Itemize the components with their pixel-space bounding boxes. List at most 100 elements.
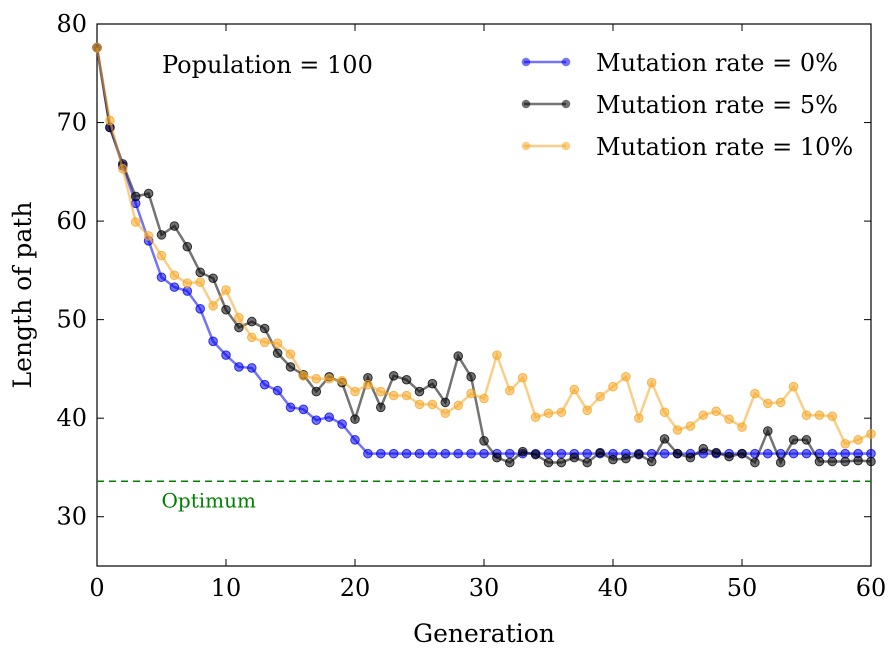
data-point (840, 456, 851, 467)
legend-item: Mutation rate = 0% (521, 49, 838, 77)
data-point (853, 435, 863, 445)
data-point (737, 422, 747, 432)
data-point (556, 457, 567, 468)
data-point (272, 348, 283, 358)
y-tick-label: 60 (56, 207, 87, 235)
data-point (234, 362, 244, 372)
data-point (827, 448, 838, 459)
data-point (311, 373, 322, 384)
data-point (543, 457, 554, 468)
data-point (569, 452, 580, 463)
data-point (350, 386, 360, 397)
y-tick-label: 30 (56, 503, 87, 531)
data-point (466, 371, 476, 382)
data-point (634, 413, 644, 423)
data-point (414, 448, 425, 459)
x-tick-label: 10 (211, 574, 242, 602)
data-point (427, 448, 438, 459)
data-point (685, 452, 696, 463)
data-point (130, 191, 141, 202)
data-point (685, 421, 696, 431)
data-point (827, 411, 838, 422)
data-point (324, 412, 335, 422)
data-point (350, 435, 360, 445)
data-point (195, 303, 205, 314)
data-point (763, 448, 773, 459)
data-point (285, 362, 296, 372)
x-tick-label: 50 (727, 574, 758, 602)
data-point (698, 410, 709, 421)
data-point (750, 457, 760, 468)
data-point (866, 456, 876, 467)
data-point (247, 332, 257, 343)
data-point (750, 388, 760, 399)
data-point (440, 397, 451, 408)
data-point (285, 402, 296, 413)
series-2 (92, 42, 876, 449)
data-point (466, 448, 476, 459)
data-point (182, 241, 193, 252)
data-point (595, 391, 605, 402)
data-point (401, 448, 412, 459)
data-point (646, 456, 657, 467)
data-point (247, 363, 257, 373)
data-point (169, 270, 180, 281)
data-point (479, 393, 489, 404)
data-point (775, 397, 786, 408)
data-point (866, 448, 876, 459)
data-point (337, 419, 347, 429)
data-point (324, 373, 335, 384)
data-point (401, 390, 412, 401)
data-point (724, 414, 734, 424)
data-point (659, 407, 670, 418)
data-point (505, 448, 515, 459)
data-point (608, 381, 618, 392)
data-point (388, 448, 399, 459)
x-tick-label: 20 (340, 574, 371, 602)
data-point (646, 377, 657, 388)
data-point (621, 453, 631, 464)
x-tick-label: 40 (598, 574, 629, 602)
data-point (453, 400, 464, 411)
population-annotation: Population = 100 (162, 51, 373, 79)
data-point (492, 452, 502, 463)
axis-ticks: 0 10 20 30 40 50 60 30 40 50 60 70 80 (56, 10, 886, 602)
data-point (130, 217, 141, 227)
data-point (298, 404, 309, 415)
data-point (337, 375, 347, 386)
data-point (543, 408, 554, 419)
data-point (311, 386, 322, 397)
y-axis-title: Length of path (8, 202, 37, 389)
data-point (440, 408, 451, 419)
data-point (608, 454, 618, 465)
data-point (311, 415, 322, 425)
data-point (414, 399, 425, 410)
data-point (737, 448, 747, 459)
data-point (350, 414, 360, 424)
data-point (195, 267, 205, 278)
x-tick-label: 30 (469, 574, 500, 602)
data-point (788, 448, 799, 459)
data-point (182, 278, 193, 288)
data-point (427, 378, 438, 389)
data-point (221, 304, 231, 315)
data-point (388, 390, 399, 401)
data-point (569, 384, 580, 395)
data-point (376, 448, 386, 459)
data-point (363, 448, 373, 459)
data-point (453, 351, 464, 361)
data-point (388, 371, 399, 381)
data-point (182, 286, 193, 296)
data-point (259, 337, 270, 348)
data-point (427, 399, 438, 410)
data-point (208, 273, 218, 284)
data-point (234, 322, 244, 333)
legend-label: Mutation rate = 10% (596, 133, 853, 161)
data-point (582, 448, 593, 459)
data-point (788, 381, 799, 392)
data-point (621, 371, 631, 382)
legend-swatch-marker (521, 141, 531, 151)
data-point (827, 456, 838, 467)
data-point (401, 374, 412, 385)
data-point (814, 456, 825, 467)
